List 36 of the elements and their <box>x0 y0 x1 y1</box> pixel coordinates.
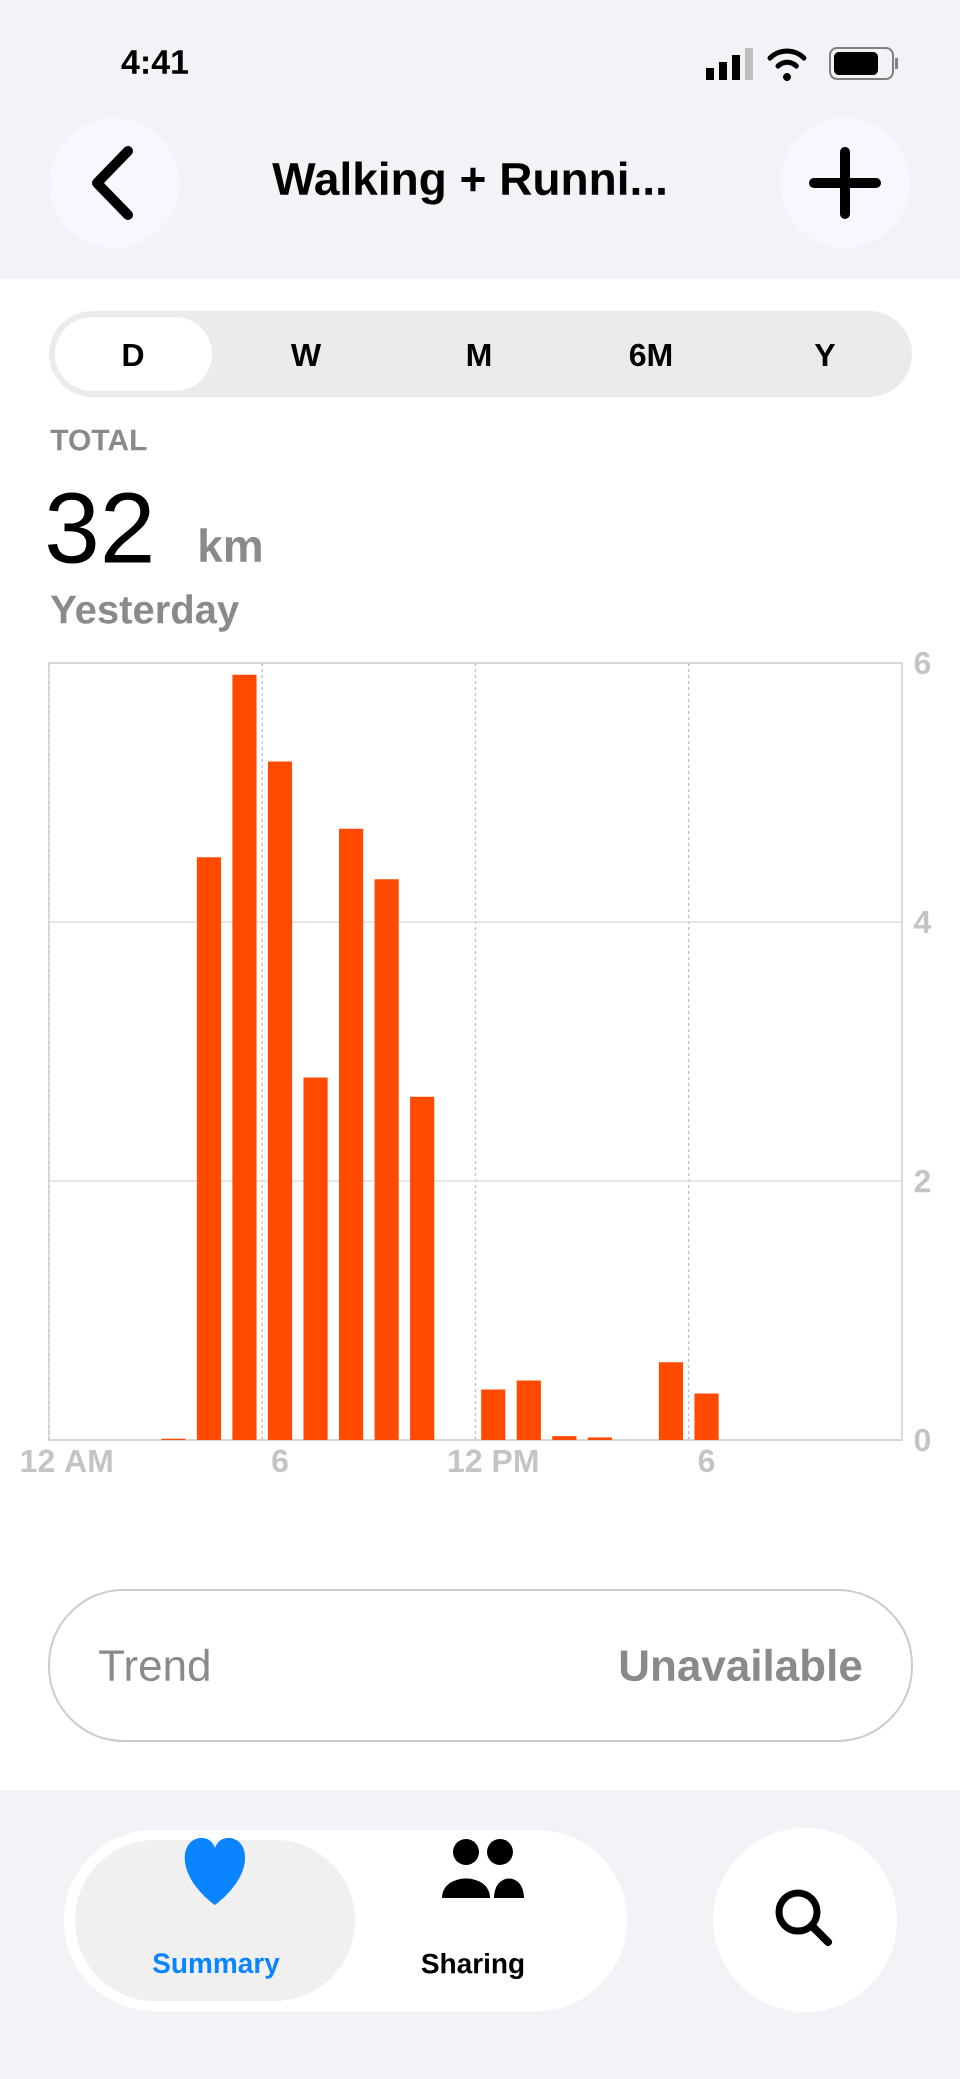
text: Unavailable <box>620 1648 862 1682</box>
y-tick-label: 6 <box>914 651 931 675</box>
x-tick-label: 6 <box>272 1449 288 1473</box>
text: W <box>290 344 322 367</box>
chart-title: Walking + Runni... <box>272 161 665 205</box>
y-tick-label: 2 <box>914 1169 931 1193</box>
text: M <box>467 344 491 367</box>
bar <box>374 879 399 1441</box>
text: TOTAL <box>50 429 147 451</box>
text: km <box>200 528 261 562</box>
bar <box>516 1380 541 1441</box>
text: 4:41 <box>121 50 189 74</box>
text: D <box>123 344 144 367</box>
text: 6M <box>629 343 672 367</box>
y-tick-label: 0 <box>914 1428 931 1452</box>
bar <box>694 1393 719 1441</box>
bar <box>267 761 293 1441</box>
bar <box>196 857 222 1441</box>
bar <box>303 1077 328 1441</box>
text: Summary <box>152 1953 280 1979</box>
bar <box>410 1096 435 1441</box>
bar <box>552 1436 577 1441</box>
text: Trend <box>99 1648 209 1682</box>
x-tick-label: 6 <box>698 1449 715 1473</box>
bar <box>481 1389 506 1441</box>
x-tick-label: 12 PM <box>449 1449 538 1472</box>
text: Yesterday <box>50 594 239 632</box>
text: 32 <box>48 492 151 564</box>
bar <box>339 828 364 1441</box>
bar <box>587 1437 612 1441</box>
text: Sharing <box>421 1952 524 1980</box>
x-tick-label: 12 AM <box>21 1449 112 1472</box>
text: Y <box>814 344 836 367</box>
bar <box>232 674 257 1441</box>
y-tick-label: 4 <box>914 911 932 934</box>
bar <box>658 1362 684 1441</box>
